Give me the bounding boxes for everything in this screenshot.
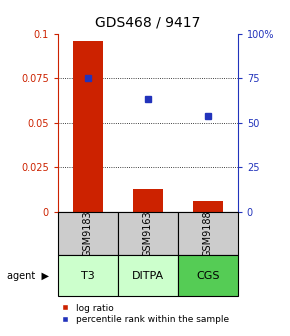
- Text: CGS: CGS: [196, 270, 220, 281]
- Bar: [118, 255, 178, 296]
- Bar: [178, 255, 238, 296]
- Title: GDS468 / 9417: GDS468 / 9417: [95, 16, 201, 30]
- Bar: [118, 212, 178, 255]
- Bar: [58, 212, 118, 255]
- Text: DITPA: DITPA: [132, 270, 164, 281]
- Bar: [193, 201, 223, 212]
- Text: GSM9188: GSM9188: [203, 210, 213, 257]
- Text: GSM9183: GSM9183: [83, 210, 93, 257]
- Legend: log ratio, percentile rank within the sample: log ratio, percentile rank within the sa…: [61, 303, 229, 324]
- Text: T3: T3: [81, 270, 95, 281]
- Bar: [58, 255, 118, 296]
- Bar: [133, 188, 163, 212]
- Text: GSM9163: GSM9163: [143, 210, 153, 257]
- Bar: [178, 212, 238, 255]
- Bar: [73, 41, 103, 212]
- Text: agent  ▶: agent ▶: [7, 270, 49, 281]
